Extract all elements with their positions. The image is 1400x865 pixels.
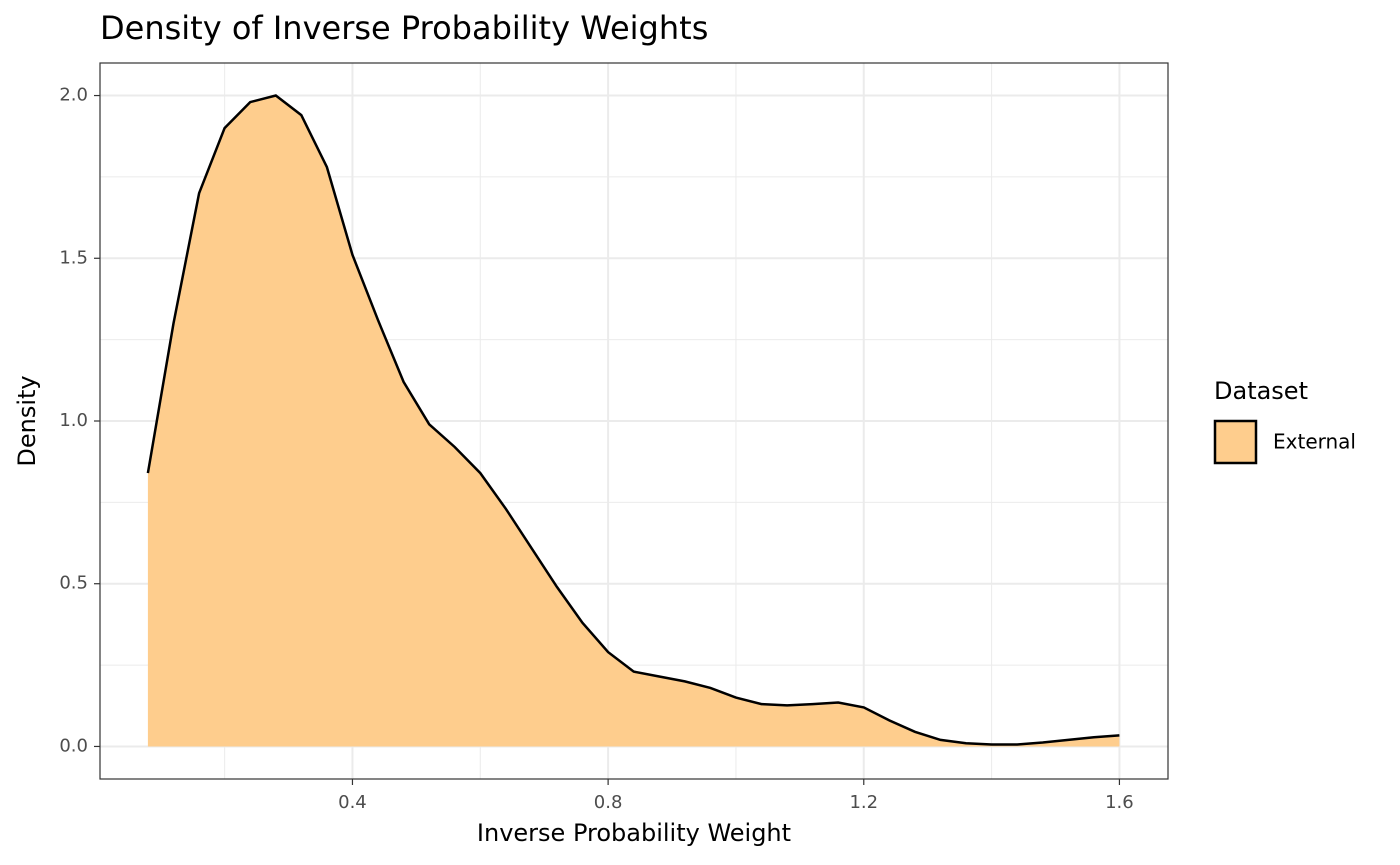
y-tick-label: 0.0 [59, 735, 88, 756]
y-axis-title: Density [13, 375, 41, 466]
y-tick-label: 0.5 [59, 573, 88, 594]
x-tick-label: 0.4 [338, 792, 367, 813]
legend-title: Dataset [1214, 377, 1308, 405]
legend-key [1213, 419, 1258, 465]
y-tick-label: 1.0 [59, 410, 88, 431]
x-tick-label: 0.8 [594, 792, 623, 813]
x-tick-label: 1.6 [1105, 792, 1134, 813]
x-axis-title: Inverse Probability Weight [477, 819, 791, 847]
density-area [147, 95, 1120, 747]
density-line [146, 94, 1120, 746]
legend-label: External [1273, 430, 1356, 454]
x-tick-label: 1.2 [849, 792, 878, 813]
y-tick-label: 2.0 [59, 85, 88, 106]
chart-title: Density of Inverse Probability Weights [100, 9, 708, 47]
y-tick-label: 1.5 [59, 247, 88, 268]
